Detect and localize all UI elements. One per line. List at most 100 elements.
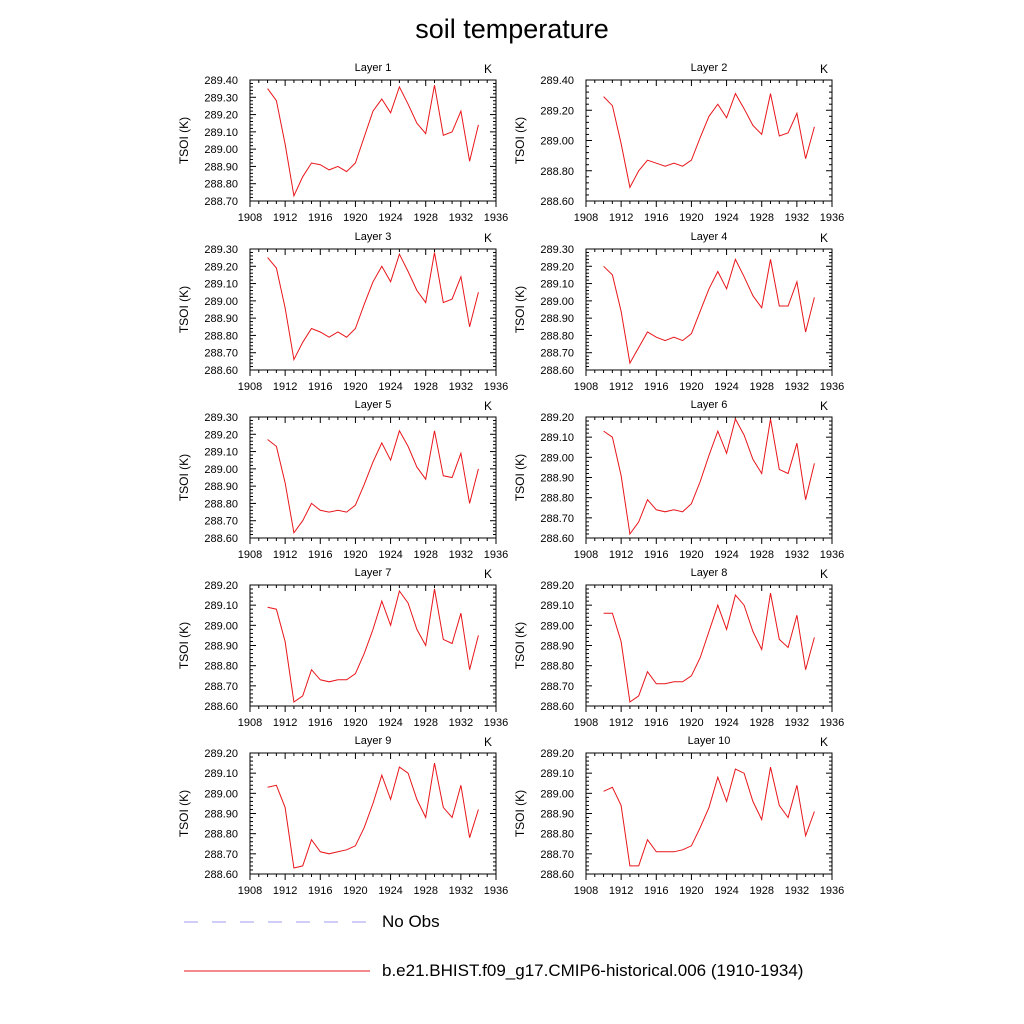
plot-frame (585, 248, 833, 371)
panel-title: Layer 5 (355, 399, 392, 411)
y-tick-label: 288.70 (204, 348, 238, 360)
units-label: K (484, 567, 492, 581)
y-tick-label: 289.20 (204, 748, 238, 760)
x-tick-label: 1936 (484, 549, 508, 561)
y-tick-label: 289.30 (204, 244, 238, 256)
panel-title: Layer 8 (691, 567, 728, 579)
y-tick-label: 288.70 (204, 516, 238, 528)
y-tick-label: 288.70 (204, 681, 238, 693)
y-tick-label: 289.30 (204, 412, 238, 424)
panel-title: Layer 10 (688, 735, 731, 747)
units-label: K (484, 231, 492, 245)
x-tick-label: 1908 (574, 212, 598, 224)
y-tick-label: 288.70 (540, 849, 574, 861)
x-tick-label: 1916 (308, 885, 332, 897)
y-tick-label: 289.20 (540, 748, 574, 760)
legend-item-model: b.e21.BHIST.f09_g17.CMIP6-historical.006… (184, 961, 803, 981)
series-line (603, 258, 815, 365)
series-line (267, 588, 479, 703)
y-tick-label: 288.80 (540, 829, 574, 841)
y-tick-label: 288.90 (540, 473, 574, 485)
y-axis-label: TSOI (K) (513, 790, 527, 837)
x-tick-label: 1920 (679, 717, 703, 729)
x-tick-label: 1912 (273, 212, 297, 224)
x-tick-label: 1936 (484, 885, 508, 897)
x-tick-label: 1924 (714, 885, 738, 897)
y-tick-label: 288.60 (204, 869, 238, 881)
series-line (603, 593, 815, 703)
y-tick-label: 288.80 (540, 330, 574, 342)
x-tick-label: 1912 (273, 381, 297, 393)
x-tick-label: 1920 (679, 549, 703, 561)
y-tick-label: 288.80 (540, 661, 574, 673)
y-tick-label: 288.60 (540, 533, 574, 545)
y-tick-label: 289.20 (540, 261, 574, 273)
y-tick-label: 288.70 (204, 849, 238, 861)
y-tick-label: 289.10 (540, 432, 574, 444)
x-tick-label: 1920 (343, 717, 367, 729)
x-tick-label: 1912 (273, 717, 297, 729)
series-line (603, 92, 815, 189)
units-label: K (820, 231, 828, 245)
x-tick-label: 1932 (449, 381, 473, 393)
y-tick-label: 289.20 (204, 110, 238, 122)
y-tick-label: 289.20 (204, 261, 238, 273)
panel-5: Layer 5 K TSOI (K) 288.60 288.70 288.80 288.90… (177, 399, 508, 561)
panel-4: Layer 4 K TSOI (K) 288.60 288.70 288.80 288.90… (513, 231, 844, 393)
y-tick-label: 288.80 (204, 498, 238, 510)
panel-title: Layer 1 (355, 62, 392, 74)
x-tick-label: 1920 (343, 381, 367, 393)
y-axis-label: TSOI (K) (177, 117, 191, 164)
y-axis-label: TSOI (K) (177, 286, 191, 333)
y-tick-label: 288.80 (540, 493, 574, 505)
legend-item-obs: No Obs (184, 912, 440, 932)
panel-9: Layer 9 K TSOI (K) 288.60 288.70 288.80 288.90… (177, 735, 508, 897)
y-tick-label: 288.80 (204, 330, 238, 342)
series-line (267, 763, 479, 869)
y-tick-label: 288.90 (204, 641, 238, 653)
series-line (267, 429, 479, 535)
x-tick-label: 1932 (449, 549, 473, 561)
y-tick-label: 289.20 (540, 580, 574, 592)
y-tick-label: 289.20 (204, 580, 238, 592)
plot-frame (249, 752, 497, 875)
x-tick-label: 1908 (238, 549, 262, 561)
x-tick-label: 1928 (413, 381, 437, 393)
x-tick-label: 1916 (308, 381, 332, 393)
x-tick-label: 1924 (714, 717, 738, 729)
y-tick-label: 289.20 (540, 412, 574, 424)
x-tick-label: 1932 (785, 717, 809, 729)
plot-frame (585, 79, 833, 202)
x-tick-label: 1928 (749, 549, 773, 561)
legend-label-obs: No Obs (382, 912, 440, 931)
x-tick-label: 1932 (449, 212, 473, 224)
panel-title: Layer 3 (355, 231, 392, 243)
plot-frame (585, 584, 833, 707)
x-tick-label: 1936 (820, 549, 844, 561)
legend-swatch-solid (184, 970, 370, 972)
x-tick-label: 1932 (449, 885, 473, 897)
x-tick-label: 1916 (644, 381, 668, 393)
y-tick-label: 289.00 (540, 620, 574, 632)
y-tick-label: 288.70 (540, 513, 574, 525)
x-tick-label: 1928 (749, 381, 773, 393)
panel-1: Layer 1 K TSOI (K) 288.70 288.80 288.90 289.00… (177, 62, 508, 224)
x-tick-label: 1928 (413, 212, 437, 224)
units-label: K (820, 399, 828, 413)
y-tick-label: 289.00 (204, 464, 238, 476)
x-tick-label: 1924 (714, 381, 738, 393)
y-tick-label: 288.90 (204, 313, 238, 325)
y-tick-label: 288.80 (204, 179, 238, 191)
x-tick-label: 1928 (749, 885, 773, 897)
plot-frame (249, 584, 497, 707)
x-tick-label: 1924 (378, 717, 402, 729)
units-label: K (820, 62, 828, 76)
legend-label-model: b.e21.BHIST.f09_g17.CMIP6-historical.006… (382, 961, 804, 980)
x-tick-label: 1920 (679, 381, 703, 393)
y-axis-label: TSOI (K) (513, 117, 527, 164)
y-tick-label: 289.30 (540, 244, 574, 256)
y-tick-label: 289.40 (204, 75, 238, 87)
y-tick-label: 289.00 (204, 296, 238, 308)
series-line (267, 85, 479, 198)
panel-title: Layer 9 (355, 735, 392, 747)
